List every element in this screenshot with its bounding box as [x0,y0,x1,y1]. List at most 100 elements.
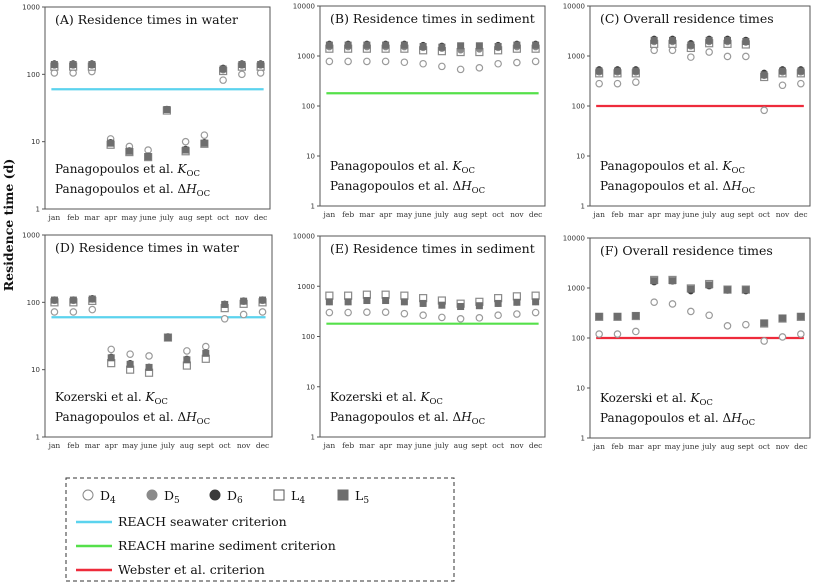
marker-d4 [400,309,409,318]
model-note: Panagopoulos et al. ΔHOC [600,179,755,196]
marker-l5 [438,301,446,309]
marker-l5 [760,71,768,79]
x-tick-label: aug [720,210,734,219]
y-tick-label: 1000 [22,4,40,12]
marker-d4 [419,59,427,68]
marker-d4 [531,308,540,317]
marker-l5 [614,312,621,320]
marker-d4 [456,315,465,323]
x-tick-label: apr [379,210,392,219]
x-tick-label: jan [48,213,61,222]
marker-d4 [475,64,484,72]
marker-d4 [742,52,750,61]
marker-d4 [705,311,713,320]
marker-d4 [595,330,603,338]
marker-l5 [69,296,77,304]
marker-d4 [239,310,248,319]
x-tick-label: mar [85,441,101,450]
marker-d4 [632,78,640,86]
x-tick-label: oct [758,210,770,219]
x-tick-label: apr [104,213,117,222]
x-tick-label: oct [217,213,229,222]
marker-l5 [219,65,227,73]
marker-l5 [325,298,333,306]
marker-d4 [363,57,371,66]
x-tick-label: mar [628,210,644,219]
y-tick-label: 1 [581,203,585,211]
legend-box [65,477,455,582]
y-axis-label: Residence time (d) [1,159,16,291]
marker-d4 [668,300,677,308]
x-tick-label: jan [48,441,61,450]
marker-d4 [595,79,603,88]
marker-l5 [532,298,540,306]
marker-l5 [259,296,267,304]
y-tick-label: 100 [27,299,40,307]
x-tick-label: feb [342,210,354,219]
marker-l5 [457,42,465,50]
marker-l5 [221,300,229,308]
marker-l5 [88,295,96,303]
marker-l5 [183,356,191,364]
marker-d4 [220,314,229,323]
marker-l5 [107,139,115,147]
legend-label-d6: D6 [227,488,243,506]
marker-d4 [325,308,334,317]
marker-l5 [238,60,246,68]
marker-d4 [650,46,658,55]
legend-line-label: REACH seawater criterion [118,514,287,529]
x-tick-label: sept [738,442,754,451]
marker-l5 [494,299,502,307]
marker-l5 [687,285,695,293]
marker-l5 [107,354,115,362]
marker-l5 [69,60,77,68]
model-note: Panagopoulos et al. KOC [600,159,745,176]
x-tick-label: mar [628,442,644,451]
marker-d4 [400,58,409,67]
x-tick-label: jan [592,210,605,219]
x-tick-label: june [139,213,157,222]
y-tick-label: 1 [311,203,315,211]
marker-d4 [88,305,97,314]
marker-d4 [668,46,677,55]
marker-l5 [724,286,731,294]
marker-d4 [238,70,246,79]
marker-l5 [202,349,210,357]
marker-l5 [344,298,352,306]
x-tick-label: june [414,441,432,450]
x-tick-label: june [682,442,700,451]
x-tick-label: july [159,213,175,222]
x-tick-label: nov [776,210,790,219]
plot-frame [44,234,273,438]
y-tick-label: 1000 [567,285,585,293]
marker-l5 [257,60,265,68]
model-note: Panagopoulos et al. KOC [330,159,475,176]
legend-line-label: REACH marine sediment criterion [118,538,336,553]
y-tick-label: 10000 [563,3,585,11]
marker-d4 [181,137,190,146]
x-tick-label: may [396,210,413,219]
marker-l5 [363,297,371,305]
marker-d4 [145,352,153,360]
x-tick-label: sept [471,441,487,450]
marker-l5 [494,42,502,50]
x-tick-label: may [665,442,682,451]
marker-d4 [723,322,732,330]
marker-l5 [457,303,465,311]
x-tick-label: aug [454,441,468,450]
panel-c: 1 10 100 1000 10000 jan feb mar apr may june july au… [563,3,811,219]
marker-l5 [50,296,58,304]
marker-l5 [705,281,713,289]
plot-frame [319,235,546,438]
marker-l5 [595,67,603,75]
marker-l5 [419,299,427,307]
marker-l5 [382,297,390,305]
marker-l5 [419,42,427,50]
y-tick-label: 10000 [293,3,315,11]
panel-title: (C) Overall residence times [600,11,774,26]
marker-d4 [363,308,371,316]
marker-d4 [797,330,805,338]
marker-l5 [724,36,731,44]
marker-l5 [163,106,171,114]
y-tick-label: 100 [572,103,585,111]
